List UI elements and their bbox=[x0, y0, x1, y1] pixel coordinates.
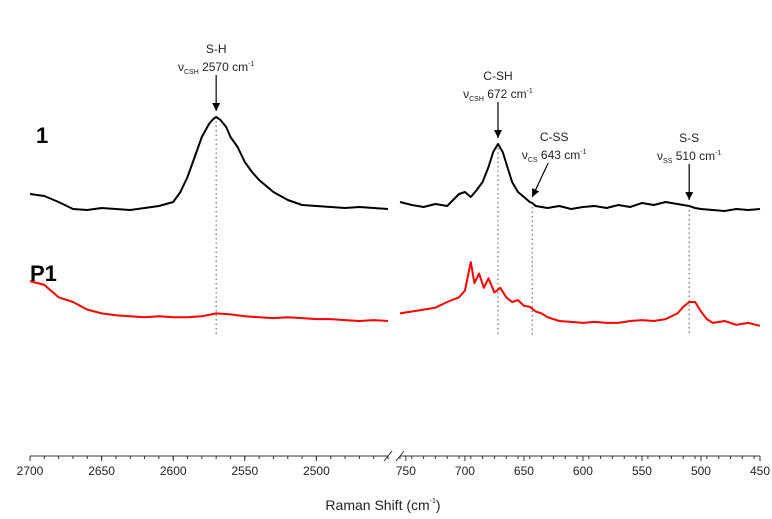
annotation-wavenumber-2: νCS 643 cm-1 bbox=[522, 148, 587, 164]
axis-break-mark-left bbox=[383, 450, 393, 462]
axis-break-mark-right bbox=[395, 450, 405, 462]
annotation-mode-symbol: ν bbox=[657, 149, 663, 163]
x-axis: 2700 2650 2600 2550 2500 750 700 650 600 550 500 45… bbox=[17, 450, 770, 478]
arrow-head-3 bbox=[685, 192, 694, 200]
annotation-mode-subscript: CS bbox=[528, 157, 538, 164]
annotation-value: 510 cm bbox=[672, 149, 715, 163]
arrow-head-2 bbox=[532, 188, 540, 197]
annotation-wavenumber-1: νCSH 672 cm-1 bbox=[463, 87, 533, 103]
annotation-unit-sup: -1 bbox=[527, 88, 533, 95]
arrow-head-1 bbox=[494, 130, 502, 138]
x-tick-label-2500: 2500 bbox=[303, 464, 330, 478]
annotation-mode-subscript: SS bbox=[663, 158, 673, 165]
annotation-bond-label-1: C-SH bbox=[483, 69, 512, 83]
x-tick-label-450: 450 bbox=[750, 464, 770, 478]
annotation-mode-subscript: CSH bbox=[469, 96, 484, 103]
x-tick-label-2650: 2650 bbox=[88, 464, 115, 478]
x-tick-label-650: 650 bbox=[514, 464, 534, 478]
annotation-value: 672 cm bbox=[484, 87, 527, 101]
annotation-mode-symbol: ν bbox=[178, 60, 184, 74]
annotation-wavenumber-3: νSS 510 cm-1 bbox=[657, 149, 721, 165]
x-tick-label-700: 700 bbox=[455, 464, 475, 478]
annotation-unit-sup: -1 bbox=[248, 61, 254, 68]
series-p1-line-panel-1 bbox=[29, 280, 389, 322]
trace-label-1: 1 bbox=[36, 123, 48, 148]
annotation-mode-subscript: CSH bbox=[184, 69, 199, 76]
annotation-bond-label-0: S-H bbox=[206, 42, 227, 56]
x-tick-label-600: 600 bbox=[573, 464, 593, 478]
x-axis-title: Raman Shift (cm-1) bbox=[325, 497, 440, 513]
spectra-series bbox=[29, 116, 761, 327]
annotation-mode-symbol: ν bbox=[463, 87, 469, 101]
x-tick-label-2600: 2600 bbox=[160, 464, 187, 478]
annotation-wavenumber-0: νCSH 2570 cm-1 bbox=[178, 60, 254, 76]
x-tick-label-500: 500 bbox=[691, 464, 711, 478]
x-tick-label-550: 550 bbox=[632, 464, 652, 478]
series-1-line-panel-2 bbox=[399, 143, 761, 212]
trace-label-p1: P1 bbox=[30, 261, 57, 286]
annotation-bond-label-3: S-S bbox=[679, 131, 699, 145]
annotation-unit-sup: -1 bbox=[715, 150, 721, 157]
annotation-value: 2570 cm bbox=[199, 60, 248, 74]
x-tick-label-2700: 2700 bbox=[17, 464, 44, 478]
annotation-bond-label-2: C-SS bbox=[540, 130, 569, 144]
trace-labels: 1 P1 bbox=[30, 123, 57, 286]
arrow-head-0 bbox=[212, 103, 221, 111]
series-p1-line-panel-2 bbox=[399, 261, 761, 327]
annotation-value: 643 cm bbox=[538, 148, 581, 162]
annotation-unit-sup: -1 bbox=[580, 149, 586, 156]
annotation-mode-symbol: ν bbox=[522, 148, 528, 162]
series-1-line-panel-1 bbox=[29, 116, 389, 211]
x-tick-label-2550: 2550 bbox=[231, 464, 258, 478]
peak-guide-lines bbox=[215, 121, 690, 335]
x-tick-label-750: 750 bbox=[396, 464, 416, 478]
